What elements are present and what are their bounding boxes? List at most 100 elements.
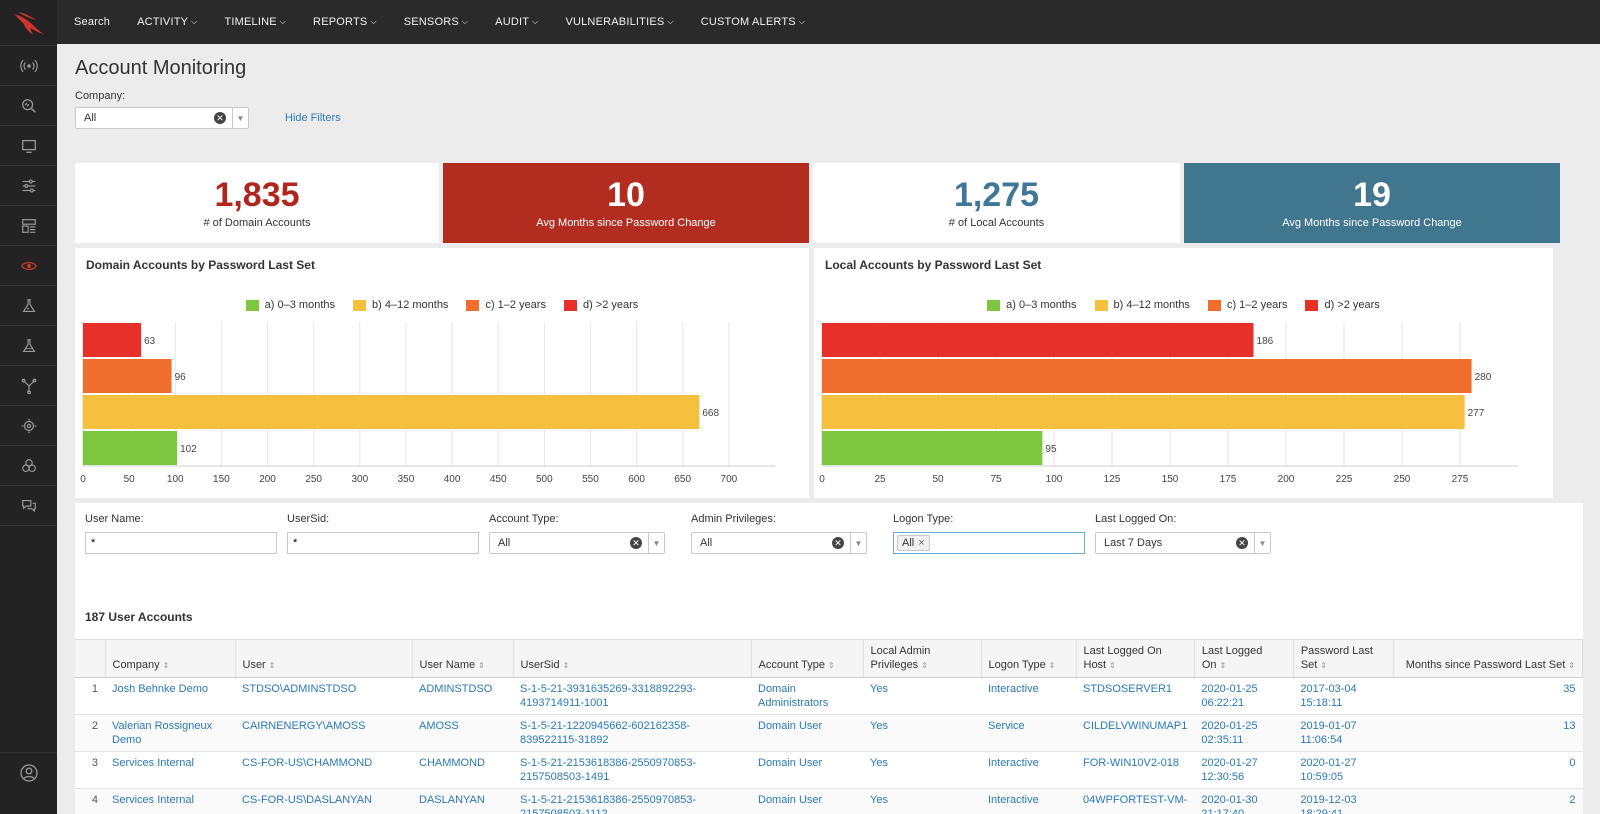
cell-user-name[interactable]: CHAMMOND — [412, 751, 513, 789]
cell-user[interactable]: STDSO\ADMINSTDSO — [235, 677, 412, 715]
cell-account-type[interactable]: Domain User — [751, 714, 863, 752]
cell-company[interactable]: Valerian Rossigneux Demo — [105, 714, 235, 752]
nav-search[interactable]: Search — [74, 16, 110, 28]
cell-company[interactable]: Josh Behnke Demo — [105, 677, 235, 715]
col-account-type[interactable]: Account Type ⇕ — [751, 639, 864, 678]
cell-admin[interactable]: Yes — [863, 677, 981, 715]
clear-icon[interactable]: ✕ — [1236, 537, 1248, 549]
remove-tag-icon[interactable]: × — [918, 537, 925, 549]
col-user-name[interactable]: User Name ⇕ — [412, 639, 514, 678]
user-name-input[interactable] — [85, 532, 277, 554]
account-type-select[interactable]: All ✕ ▼ — [489, 532, 665, 554]
cell-last-logged-on[interactable]: 2020-01-30 21:17:40 — [1194, 788, 1294, 814]
cell-last-logged-on[interactable]: 2020-01-27 12:30:56 — [1194, 751, 1294, 789]
cell-user[interactable]: CS-FOR-US\CHAMMOND — [235, 751, 412, 789]
dropdown-arrow-icon[interactable]: ▼ — [232, 108, 248, 128]
cell-months[interactable]: 35 — [1393, 677, 1583, 715]
user-sid-input[interactable] — [287, 532, 479, 554]
cell-account-type[interactable]: Domain Administrators — [751, 677, 863, 715]
col-company[interactable]: Company ⇕ — [105, 639, 236, 678]
clear-icon[interactable]: ✕ — [630, 537, 642, 549]
legend-item[interactable]: c) 1–2 years — [466, 299, 546, 311]
nav-sensors[interactable]: SENSORS ⌵ — [404, 16, 468, 28]
cell-last-logged-on[interactable]: 2020-01-25 06:22:21 — [1194, 677, 1294, 715]
cell-company[interactable]: Services Internal — [105, 788, 235, 814]
cell-password-last-set[interactable]: 2019-01-07 11:06:54 — [1293, 714, 1394, 752]
cell-admin[interactable]: Yes — [863, 788, 981, 814]
kpi-local-avg-months[interactable]: 19 Avg Months since Password Change — [1184, 163, 1560, 243]
cell-user[interactable]: CS-FOR-US\DASLANYAN — [235, 788, 412, 814]
dropdown-arrow-icon[interactable]: ▼ — [850, 533, 866, 553]
flask-alt-icon[interactable] — [0, 326, 57, 366]
broadcast-icon[interactable] — [0, 46, 57, 86]
kpi-domain-avg-months[interactable]: 10 Avg Months since Password Change — [443, 163, 809, 243]
cell-password-last-set[interactable]: 2020-01-27 10:59:05 — [1293, 751, 1394, 789]
kpi-domain-accounts[interactable]: 1,835 # of Domain Accounts — [75, 163, 439, 243]
cell-admin[interactable]: Yes — [863, 751, 981, 789]
search-activity-icon[interactable] — [0, 86, 57, 126]
biohazard-icon[interactable] — [0, 446, 57, 486]
flask-icon[interactable] — [0, 286, 57, 326]
cell-logon-type[interactable]: Interactive — [981, 677, 1076, 715]
cell-host[interactable]: 04WPFORTEST-VM- — [1076, 788, 1195, 814]
cell-months[interactable]: 2 — [1393, 788, 1583, 814]
col-user-sid[interactable]: UserSid ⇕ — [513, 639, 752, 678]
cell-logon-type[interactable]: Interactive — [981, 751, 1076, 789]
clear-icon[interactable]: ✕ — [832, 537, 844, 549]
cell-admin[interactable]: Yes — [863, 714, 981, 752]
dropdown-arrow-icon[interactable]: ▼ — [648, 533, 664, 553]
cell-host[interactable]: CILDELVWINUMAP1 — [1076, 714, 1195, 752]
dashboard-icon[interactable] — [0, 206, 57, 246]
legend-item[interactable]: a) 0–3 months — [245, 299, 335, 311]
legend-item[interactable]: a) 0–3 months — [987, 299, 1077, 311]
cell-last-logged-on[interactable]: 2020-01-25 02:35:11 — [1194, 714, 1294, 752]
falcon-logo[interactable] — [0, 0, 57, 46]
col-user[interactable]: User ⇕ — [235, 639, 413, 678]
legend-item[interactable]: b) 4–12 months — [353, 299, 448, 311]
cell-months[interactable]: 0 — [1393, 751, 1583, 789]
nav-vulnerabilities[interactable]: VULNERABILITIES ⌵ — [565, 16, 673, 28]
col-months[interactable]: Months since Password Last Set ⇕ — [1393, 639, 1584, 678]
cell-host[interactable]: STDSOSERVER1 — [1076, 677, 1195, 715]
target-icon[interactable] — [0, 406, 57, 446]
cell-account-type[interactable]: Domain User — [751, 788, 863, 814]
cell-logon-type[interactable]: Service — [981, 714, 1076, 752]
cell-user-sid[interactable]: S-1-5-21-2153618386-2550970853-215750850… — [513, 751, 751, 789]
dropdown-arrow-icon[interactable]: ▼ — [1254, 533, 1270, 553]
cell-host[interactable]: FOR-WIN10V2-018 — [1076, 751, 1195, 789]
col-admin[interactable]: Local Admin Privileges ⇕ — [863, 639, 982, 678]
chat-icon[interactable] — [0, 486, 57, 526]
cell-user-name[interactable]: AMOSS — [412, 714, 513, 752]
cell-password-last-set[interactable]: 2017-03-04 15:18:11 — [1293, 677, 1394, 715]
legend-item[interactable]: c) 1–2 years — [1207, 299, 1287, 311]
cell-user[interactable]: CAIRNENERGY\AMOSS — [235, 714, 412, 752]
hide-filters-link[interactable]: Hide Filters — [285, 112, 341, 124]
cell-company[interactable]: Services Internal — [105, 751, 235, 789]
nav-timeline[interactable]: TIMELINE ⌵ — [224, 16, 286, 28]
logon-type-multiselect[interactable]: All × — [893, 532, 1085, 554]
col-password-last-set[interactable]: Password Last Set ⇕ — [1293, 639, 1394, 678]
user-profile-icon[interactable] — [0, 752, 57, 792]
col-last-logged-on[interactable]: Last Logged On ⇕ — [1194, 639, 1294, 678]
cell-account-type[interactable]: Domain User — [751, 751, 863, 789]
nav-custom-alerts[interactable]: CUSTOM ALERTS ⌵ — [701, 16, 805, 28]
cell-user-name[interactable]: ADMINSTDSO — [412, 677, 513, 715]
legend-item[interactable]: b) 4–12 months — [1094, 299, 1190, 311]
nav-activity[interactable]: ACTIVITY ⌵ — [137, 16, 197, 28]
cell-password-last-set[interactable]: 2019-12-03 18:29:41 — [1293, 788, 1394, 814]
cell-logon-type[interactable]: Interactive — [981, 788, 1076, 814]
col-host[interactable]: Last Logged On Host ⇕ — [1076, 639, 1195, 678]
network-icon[interactable] — [0, 366, 57, 406]
cell-user-sid[interactable]: S-1-5-21-1220945662-602162358-839522115-… — [513, 714, 751, 752]
admin-privileges-select[interactable]: All ✕ ▼ — [691, 532, 867, 554]
col-logon-type[interactable]: Logon Type ⇕ — [981, 639, 1077, 678]
sliders-icon[interactable] — [0, 166, 57, 206]
legend-item[interactable]: d) >2 years — [563, 299, 638, 311]
nav-audit[interactable]: AUDIT ⌵ — [495, 16, 538, 28]
cell-user-sid[interactable]: S-1-5-21-2153618386-2550970853-215750850… — [513, 788, 751, 814]
legend-item[interactable]: d) >2 years — [1305, 299, 1380, 311]
clear-icon[interactable]: ✕ — [214, 112, 226, 124]
kpi-local-accounts[interactable]: 1,275 # of Local Accounts — [813, 163, 1180, 243]
nav-reports[interactable]: REPORTS ⌵ — [313, 16, 377, 28]
last-logged-on-select[interactable]: Last 7 Days ✕ ▼ — [1095, 532, 1271, 554]
